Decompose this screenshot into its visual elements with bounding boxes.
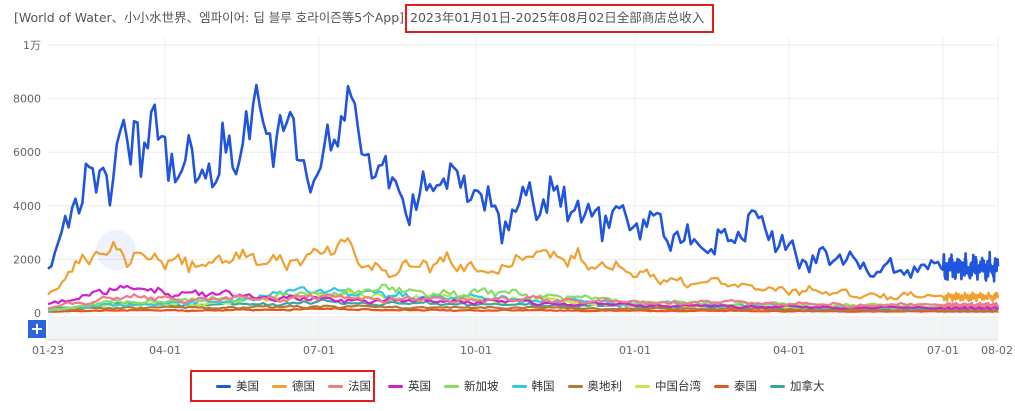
legend-swatch <box>216 384 231 388</box>
legend-label: 新加坡 <box>464 379 499 393</box>
legend-item[interactable]: 新加坡 <box>444 378 499 394</box>
title-date-range: 2023年01月01日-2025年08月02日全部商店总收入 <box>405 4 715 33</box>
legend-item[interactable]: 中国台湾 <box>635 378 701 394</box>
legend-label: 韩国 <box>531 379 555 393</box>
legend-label: 泰国 <box>734 379 757 393</box>
legend-swatch <box>328 384 343 388</box>
legend-item[interactable]: 英国 <box>388 378 431 394</box>
x-tick-label: 04-01 <box>149 344 181 357</box>
legend-item[interactable]: 加拿大 <box>770 378 825 394</box>
legend-item[interactable]: 法国 <box>328 378 371 394</box>
legend-item[interactable]: 德国 <box>272 378 315 394</box>
x-tick-label: 04-01 <box>773 344 805 357</box>
legend-swatch <box>272 384 287 388</box>
legend-item[interactable]: 韩国 <box>511 378 555 394</box>
zoom-in-button[interactable]: + <box>28 320 46 338</box>
legend-label: 法国 <box>348 379 371 393</box>
legend-highlight-box: 美国 德国 法国 <box>190 370 375 402</box>
legend-swatch <box>635 384 650 388</box>
x-tick-label: 10-01 <box>460 344 492 357</box>
series-line <box>47 304 999 313</box>
legend-label: 英国 <box>408 379 431 393</box>
y-tick-label: 0 <box>34 307 41 320</box>
y-tick-label: 1万 <box>23 39 41 52</box>
legend-swatch <box>388 384 403 388</box>
legend-swatch <box>511 384 527 388</box>
chart-title: [World of Water、小小水世界、엠파이어: 딥 블루 호라이즌等5个… <box>14 4 715 33</box>
legend-label: 德国 <box>292 379 315 393</box>
title-apps: [World of Water、小小水世界、엠파이어: 딥 블루 호라이즌等5个… <box>14 10 405 25</box>
x-tick-label: 07-01 <box>303 344 335 357</box>
legend-item[interactable]: 泰国 <box>714 378 757 394</box>
legend-swatch <box>714 384 729 388</box>
x-tick-label: 01-23 <box>32 344 64 357</box>
y-tick-label: 2000 <box>13 253 41 266</box>
legend-swatch <box>567 384 583 388</box>
series-line <box>47 293 1000 310</box>
legend-item[interactable]: 奥地利 <box>567 378 623 394</box>
series-line <box>47 83 1000 283</box>
chart-legend: 美国 德国 法国 英国 新加坡 韩国 奥地利 中国台湾 泰国 加拿大 <box>190 370 838 402</box>
legend-swatch <box>444 384 459 388</box>
x-tick-label: 01-01 <box>619 344 651 357</box>
legend-item[interactable]: 美国 <box>216 378 259 394</box>
legend-label: 加拿大 <box>790 379 825 393</box>
y-tick-label: 4000 <box>13 200 41 213</box>
series-line <box>47 237 1000 303</box>
legend-label: 奥地利 <box>587 379 623 393</box>
x-tick-label: 08-02 <box>981 344 1013 357</box>
x-tick-label: 07-01 <box>927 344 959 357</box>
y-tick-label: 8000 <box>13 93 41 106</box>
y-tick-label: 6000 <box>13 146 41 159</box>
legend-label: 美国 <box>236 379 259 393</box>
legend-swatch <box>770 384 785 388</box>
legend-label: 中国台湾 <box>655 379 701 393</box>
plot-bottom-band <box>48 316 998 340</box>
